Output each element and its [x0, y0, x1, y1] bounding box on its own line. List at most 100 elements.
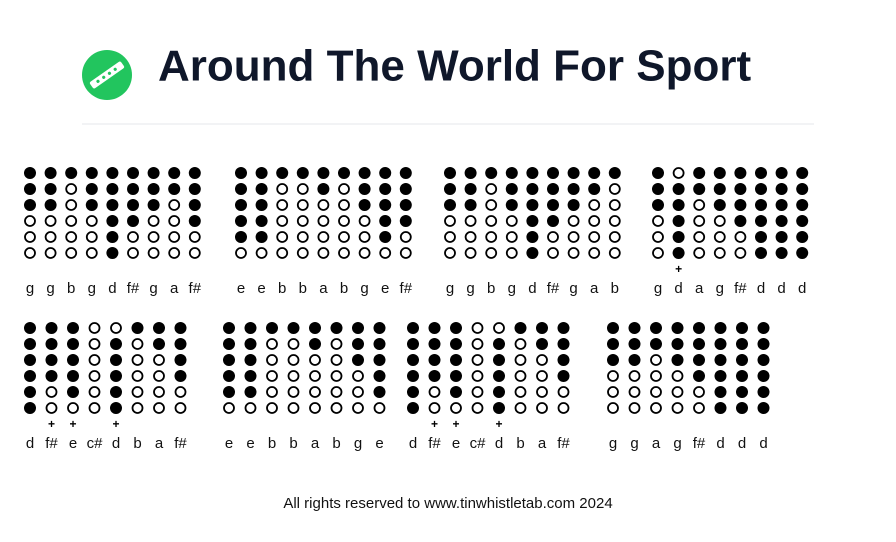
- hole: [547, 247, 559, 259]
- hole: [24, 354, 36, 366]
- hole: [775, 247, 788, 259]
- hole: [471, 338, 484, 350]
- hole: [358, 183, 371, 195]
- octave-mark: +: [495, 417, 502, 431]
- hole: [628, 354, 641, 366]
- note-label: f#: [428, 435, 441, 452]
- hole: [407, 338, 419, 350]
- hole: [235, 183, 247, 195]
- hole: [110, 386, 122, 398]
- hole: [147, 247, 160, 259]
- hole: [407, 354, 419, 366]
- hole: [127, 183, 139, 195]
- hole: [358, 199, 371, 211]
- hole: [44, 167, 57, 179]
- hole: [607, 322, 619, 334]
- hole: [650, 370, 662, 382]
- hole: [628, 338, 641, 350]
- title: Around The World For Sport: [158, 42, 751, 91]
- hole: [493, 386, 505, 398]
- hole: [444, 247, 456, 259]
- hole: [671, 402, 684, 414]
- hole: [547, 183, 559, 195]
- hole: [131, 386, 144, 398]
- hole: [399, 231, 412, 243]
- hole: [588, 247, 601, 259]
- hole: [485, 247, 498, 259]
- hole: [671, 322, 684, 334]
- hole: [671, 338, 684, 350]
- hole: [714, 354, 727, 366]
- hole: [536, 322, 548, 334]
- hole: [44, 215, 57, 227]
- hole: [44, 231, 57, 243]
- hole: [755, 247, 767, 259]
- hole: [255, 215, 268, 227]
- octave-mark: +: [48, 417, 55, 431]
- hole: [147, 167, 160, 179]
- hole: [588, 183, 601, 195]
- hole: [85, 231, 98, 243]
- note-label: d: [674, 280, 682, 297]
- hole: [373, 338, 386, 350]
- hole: [672, 167, 685, 179]
- hole: [235, 231, 247, 243]
- hole: [714, 322, 727, 334]
- hole: [127, 231, 139, 243]
- hole: [734, 167, 747, 179]
- note-label: b: [133, 435, 141, 452]
- hole: [131, 402, 144, 414]
- hole: [296, 183, 309, 195]
- hole: [131, 354, 144, 366]
- hole: [338, 247, 350, 259]
- hole: [309, 402, 321, 414]
- note-label: c#: [87, 435, 104, 452]
- hole: [514, 338, 527, 350]
- hole: [309, 370, 321, 382]
- hole: [67, 386, 79, 398]
- hole: [493, 322, 505, 334]
- hole: [223, 402, 235, 414]
- hole: [526, 215, 539, 227]
- hole: [464, 247, 477, 259]
- hole: [757, 322, 770, 334]
- hole: [276, 247, 289, 259]
- hole: [255, 199, 268, 211]
- hole: [471, 322, 484, 334]
- note-label: b: [268, 435, 276, 452]
- hole: [127, 247, 139, 259]
- note-label: d: [495, 435, 503, 452]
- hole: [338, 199, 350, 211]
- hole: [188, 231, 201, 243]
- hole: [67, 402, 79, 414]
- hole: [526, 199, 539, 211]
- hole: [757, 402, 770, 414]
- hole: [168, 199, 181, 211]
- hole: [650, 402, 662, 414]
- hole: [608, 167, 621, 179]
- hole: [536, 402, 548, 414]
- hole: [174, 386, 187, 398]
- hole: [628, 386, 641, 398]
- hole: [244, 354, 257, 366]
- hole: [567, 231, 580, 243]
- hole: [485, 199, 498, 211]
- hole: [608, 199, 621, 211]
- hole: [266, 354, 278, 366]
- note-label: e: [257, 280, 265, 297]
- logo: [82, 50, 132, 100]
- note-label: d: [26, 435, 34, 452]
- hole: [796, 247, 809, 259]
- hole: [628, 370, 641, 382]
- hole: [147, 183, 160, 195]
- hole: [276, 183, 289, 195]
- hole: [567, 167, 580, 179]
- hole: [352, 338, 364, 350]
- hole: [607, 338, 619, 350]
- hole: [514, 370, 527, 382]
- hole: [287, 338, 300, 350]
- hole: [24, 370, 36, 382]
- note-label: e: [375, 435, 383, 452]
- hole: [547, 199, 559, 211]
- hole: [514, 386, 527, 398]
